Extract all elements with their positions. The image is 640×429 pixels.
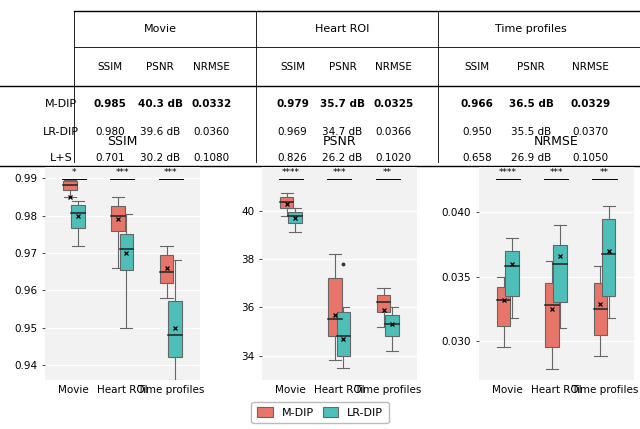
Text: SSIM: SSIM — [97, 62, 123, 72]
Bar — [120, 234, 133, 270]
Text: 0.1050: 0.1050 — [572, 153, 608, 163]
Text: PSNR: PSNR — [517, 62, 545, 72]
Text: 0.0360: 0.0360 — [193, 127, 229, 137]
Text: PSNR: PSNR — [328, 62, 356, 72]
Bar — [377, 295, 390, 312]
Text: 0.701: 0.701 — [95, 153, 125, 163]
Text: NRMSE: NRMSE — [375, 62, 412, 72]
Text: 0.0370: 0.0370 — [572, 127, 608, 137]
Text: 36.5 dB: 36.5 dB — [509, 99, 554, 109]
Text: 39.6 dB: 39.6 dB — [140, 127, 180, 137]
Text: 0.0329: 0.0329 — [570, 99, 610, 109]
Text: ***: *** — [164, 168, 177, 177]
Title: PSNR: PSNR — [323, 135, 356, 148]
Text: 0.0332: 0.0332 — [191, 99, 231, 109]
Bar — [505, 251, 518, 296]
Bar — [554, 245, 567, 302]
Text: 0.966: 0.966 — [460, 99, 493, 109]
Text: 0.980: 0.980 — [95, 127, 125, 137]
Text: 0.826: 0.826 — [278, 153, 307, 163]
Bar — [288, 212, 301, 223]
Text: 0.1080: 0.1080 — [193, 153, 229, 163]
Text: 0.985: 0.985 — [93, 99, 127, 109]
Text: NRMSE: NRMSE — [572, 62, 609, 72]
Text: Heart ROI: Heart ROI — [316, 24, 369, 34]
Text: ***: *** — [332, 168, 346, 177]
Bar — [111, 206, 125, 231]
Text: SSIM: SSIM — [464, 62, 490, 72]
Bar — [328, 278, 342, 336]
Bar — [280, 197, 294, 208]
Bar — [337, 312, 350, 356]
Bar — [545, 283, 559, 347]
Text: 40.3 dB: 40.3 dB — [138, 99, 182, 109]
Text: 0.658: 0.658 — [462, 153, 492, 163]
Text: PSNR: PSNR — [146, 62, 174, 72]
Text: M-DIP: M-DIP — [45, 99, 77, 109]
Bar — [71, 205, 84, 228]
Text: **: ** — [600, 168, 609, 177]
Text: 26.9 dB: 26.9 dB — [511, 153, 551, 163]
Text: Movie: Movie — [143, 24, 177, 34]
Text: 0.969: 0.969 — [278, 127, 307, 137]
Text: 0.979: 0.979 — [276, 99, 309, 109]
Text: 0.1020: 0.1020 — [376, 153, 412, 163]
Title: SSIM: SSIM — [107, 135, 138, 148]
Text: NRMSE: NRMSE — [193, 62, 230, 72]
Bar — [160, 255, 173, 283]
Text: 0.0325: 0.0325 — [374, 99, 413, 109]
Text: Time profiles: Time profiles — [495, 24, 567, 34]
Text: **: ** — [383, 168, 392, 177]
Text: ***: *** — [116, 168, 129, 177]
Text: L+S: L+S — [49, 153, 72, 163]
Text: ***: *** — [549, 168, 563, 177]
Text: ****: **** — [499, 168, 516, 177]
Text: 30.2 dB: 30.2 dB — [140, 153, 180, 163]
Text: 0.950: 0.950 — [462, 127, 492, 137]
Text: ****: **** — [282, 168, 300, 177]
Text: 0.0366: 0.0366 — [376, 127, 412, 137]
Text: 35.7 dB: 35.7 dB — [320, 99, 365, 109]
Title: NRMSE: NRMSE — [534, 135, 579, 148]
Bar — [63, 181, 77, 190]
Bar — [594, 283, 607, 335]
Bar — [602, 219, 616, 296]
Text: LR-DIP: LR-DIP — [43, 127, 79, 137]
Text: 35.5 dB: 35.5 dB — [511, 127, 551, 137]
Legend: M-DIP, LR-DIP: M-DIP, LR-DIP — [252, 402, 388, 423]
Bar — [385, 314, 399, 336]
Text: SSIM: SSIM — [280, 62, 305, 72]
Text: *: * — [72, 168, 76, 177]
Text: 34.7 dB: 34.7 dB — [323, 127, 362, 137]
Bar — [497, 287, 510, 326]
Text: 26.2 dB: 26.2 dB — [323, 153, 362, 163]
Bar — [168, 302, 182, 357]
